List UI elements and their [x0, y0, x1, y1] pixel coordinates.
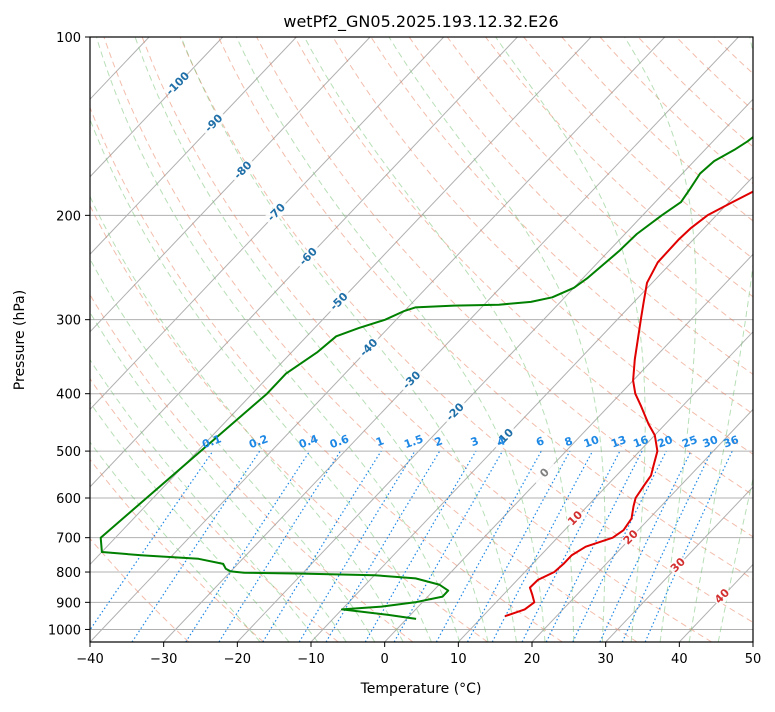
y-tick-label: 800 — [56, 566, 81, 581]
y-tick-label: 500 — [56, 445, 81, 460]
x-tick-label: 10 — [450, 652, 467, 667]
y-tick-label: 200 — [56, 209, 81, 224]
x-tick-label: −10 — [297, 652, 324, 667]
chart-title: wetPf2_GN05.2025.193.12.32.E26 — [283, 12, 558, 32]
y-tick-label: 400 — [56, 388, 81, 403]
x-tick-label: 40 — [671, 652, 688, 667]
x-tick-label: −20 — [224, 652, 251, 667]
y-tick-label: 100 — [56, 31, 81, 46]
y-tick-label: 900 — [56, 596, 81, 611]
x-tick-label: 20 — [524, 652, 541, 667]
y-tick-label: 300 — [56, 314, 81, 329]
y-tick-label: 700 — [56, 532, 81, 547]
y-tick-label: 1000 — [48, 623, 81, 638]
x-tick-label: 50 — [745, 652, 762, 667]
y-axis-label: Pressure (hPa) — [12, 290, 28, 390]
x-tick-label: −30 — [150, 652, 177, 667]
x-axis-label: Temperature (°C) — [360, 681, 482, 697]
x-tick-label: 0 — [381, 652, 389, 667]
y-tick-label: 600 — [56, 492, 81, 507]
x-tick-label: −40 — [76, 652, 103, 667]
x-tick-label: 30 — [597, 652, 614, 667]
